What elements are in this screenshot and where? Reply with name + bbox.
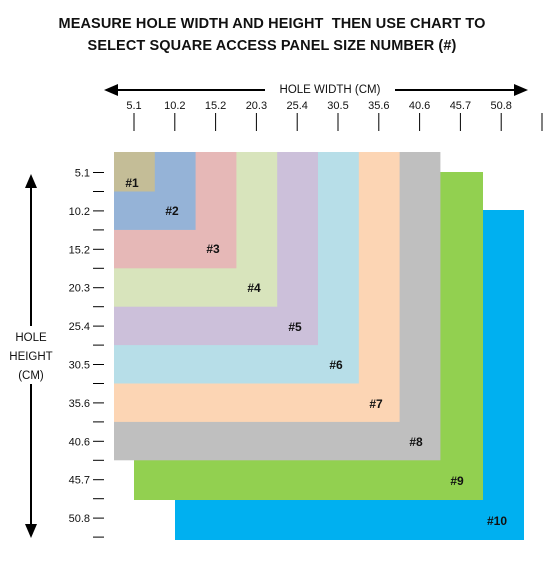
height-arrow-top-head — [25, 174, 37, 188]
height-tick-label: 5.1 — [75, 168, 90, 180]
width-label-bg — [265, 79, 395, 97]
width-tick-label: 5.1 — [126, 100, 141, 112]
height-tick-label: 50.8 — [69, 513, 90, 525]
height-tick-label: 35.6 — [69, 398, 90, 410]
width-tick-label: 10.2 — [164, 100, 185, 112]
width-arrow-left-head — [104, 84, 118, 96]
panel-label-3: #3 — [206, 242, 220, 256]
panel-label-10: #10 — [487, 514, 507, 528]
height-tick-label: 15.2 — [69, 244, 90, 256]
width-tick-label: 15.2 — [205, 100, 226, 112]
width-tick-label: 20.3 — [246, 100, 267, 112]
height-tick-label: 40.6 — [69, 436, 90, 448]
panel-label-1: #1 — [125, 176, 139, 190]
width-tick-label: 40.6 — [409, 100, 430, 112]
height-tick-label: 20.3 — [69, 283, 90, 295]
width-tick-label: 50.8 — [490, 100, 511, 112]
panel-label-8: #8 — [409, 435, 423, 449]
panel-label-5: #5 — [288, 320, 302, 334]
height-axis-label-line: (CM) — [18, 370, 44, 382]
height-tick-label: 30.5 — [69, 360, 90, 372]
width-axis-label: HOLE WIDTH (CM) — [280, 84, 381, 96]
title-line-1: MEASURE HOLE WIDTH AND HEIGHT THEN USE C… — [58, 16, 486, 32]
width-tick-label: 45.7 — [450, 100, 471, 112]
panel-label-9: #9 — [450, 474, 464, 488]
height-label-bg — [2, 326, 60, 384]
width-tick-label: 30.5 — [327, 100, 348, 112]
width-arrow-right-head — [514, 84, 528, 96]
height-tick-label: 10.2 — [69, 206, 90, 218]
width-tick-label: 35.6 — [368, 100, 389, 112]
height-axis-label-line: HOLE — [15, 332, 47, 344]
panel-label-4: #4 — [247, 281, 261, 295]
title-line-2: SELECT SQUARE ACCESS PANEL SIZE NUMBER (… — [87, 38, 457, 54]
panel-label-2: #2 — [165, 204, 179, 218]
height-axis-label-line: HEIGHT — [9, 351, 52, 363]
panel-area-1 — [114, 152, 155, 192]
height-tick-label: 25.4 — [69, 321, 90, 333]
panel-label-6: #6 — [329, 358, 343, 372]
height-arrow-bottom-head — [25, 524, 37, 538]
height-tick-label: 45.7 — [69, 475, 90, 487]
width-tick-label: 25.4 — [286, 100, 307, 112]
panel-label-7: #7 — [369, 397, 383, 411]
